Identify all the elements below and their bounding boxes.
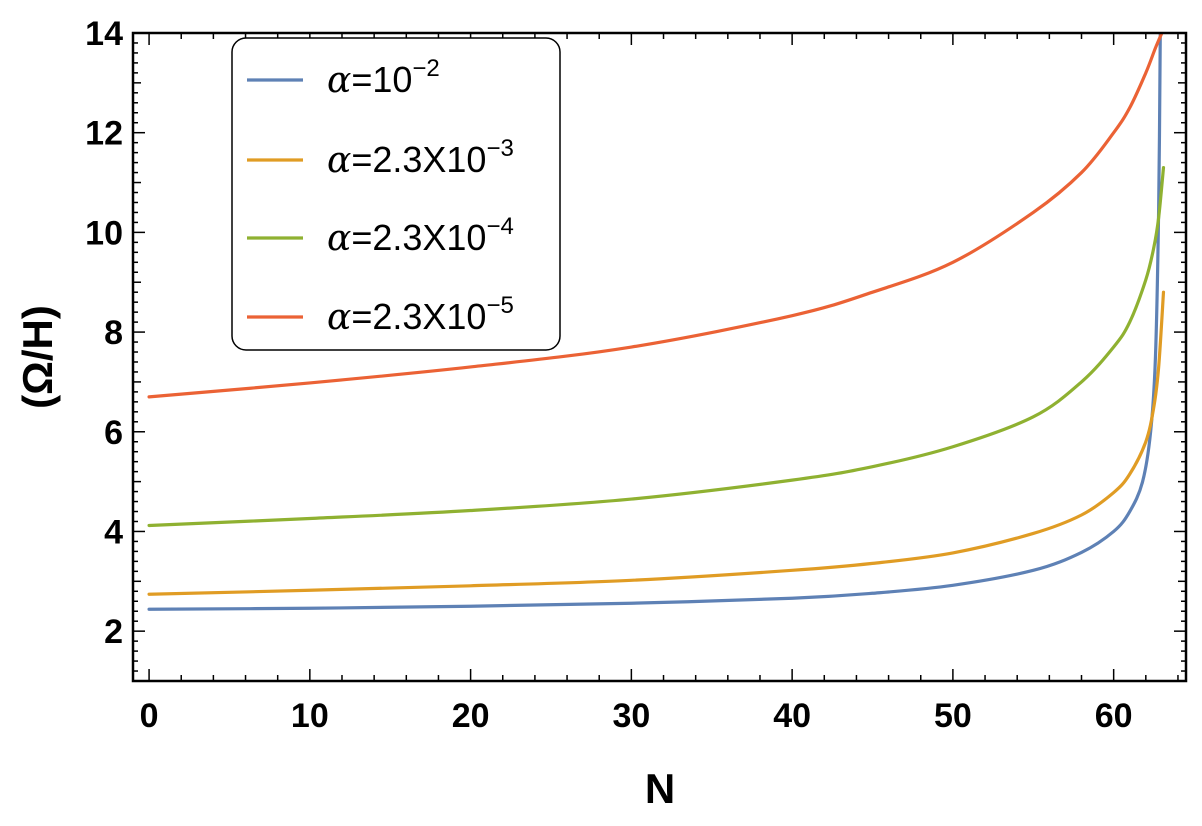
x-tick-label: 40 — [773, 697, 811, 735]
legend-item: α=2.3X10−4 — [247, 213, 514, 259]
series-line-4 — [147, 33, 1164, 399]
y-tick-label: 2 — [104, 613, 123, 651]
y-axis-title: (Ω/H) — [14, 305, 61, 409]
y-tick-label: 10 — [85, 214, 123, 252]
legend-label: α=2.3X10−3 — [327, 135, 514, 181]
legend-label: α=2.3X10−5 — [327, 292, 514, 338]
plot-frame — [131, 31, 1188, 683]
legend-item: α=2.3X10−5 — [247, 292, 514, 338]
legend-box — [231, 37, 561, 351]
legend-item: α=2.3X10−3 — [247, 135, 514, 181]
x-tick-label: 20 — [452, 697, 490, 735]
y-tick-label: 4 — [104, 513, 123, 551]
legend-label: α=2.3X10−4 — [327, 213, 514, 259]
tick-labels: 0 10 20 30 40 50 60 2 4 6 8 10 12 14 — [85, 15, 1132, 735]
legend-item: α=10−2 — [247, 55, 440, 101]
y-tick-label: 8 — [104, 314, 123, 352]
x-tick-label: 30 — [612, 697, 650, 735]
x-tick-label: 50 — [934, 697, 972, 735]
x-tick-label: 10 — [291, 697, 329, 735]
series-group — [147, 33, 1166, 611]
series-line-2 — [147, 290, 1166, 596]
x-tick-label: 60 — [1095, 697, 1133, 735]
y-tick-label: 6 — [104, 414, 123, 452]
x-axis-title: N — [645, 765, 675, 812]
y-tick-label: 12 — [85, 115, 123, 153]
y-tick-label: 14 — [85, 15, 123, 53]
legend-label: α=10−2 — [327, 55, 440, 101]
series-line-3 — [147, 165, 1166, 528]
series-line-1 — [147, 33, 1162, 611]
legend: α=10−2 α=2.3X10−3 α=2.3X10−4 α=2.3X10−5 — [231, 37, 561, 351]
x-tick-label: 0 — [140, 697, 159, 735]
